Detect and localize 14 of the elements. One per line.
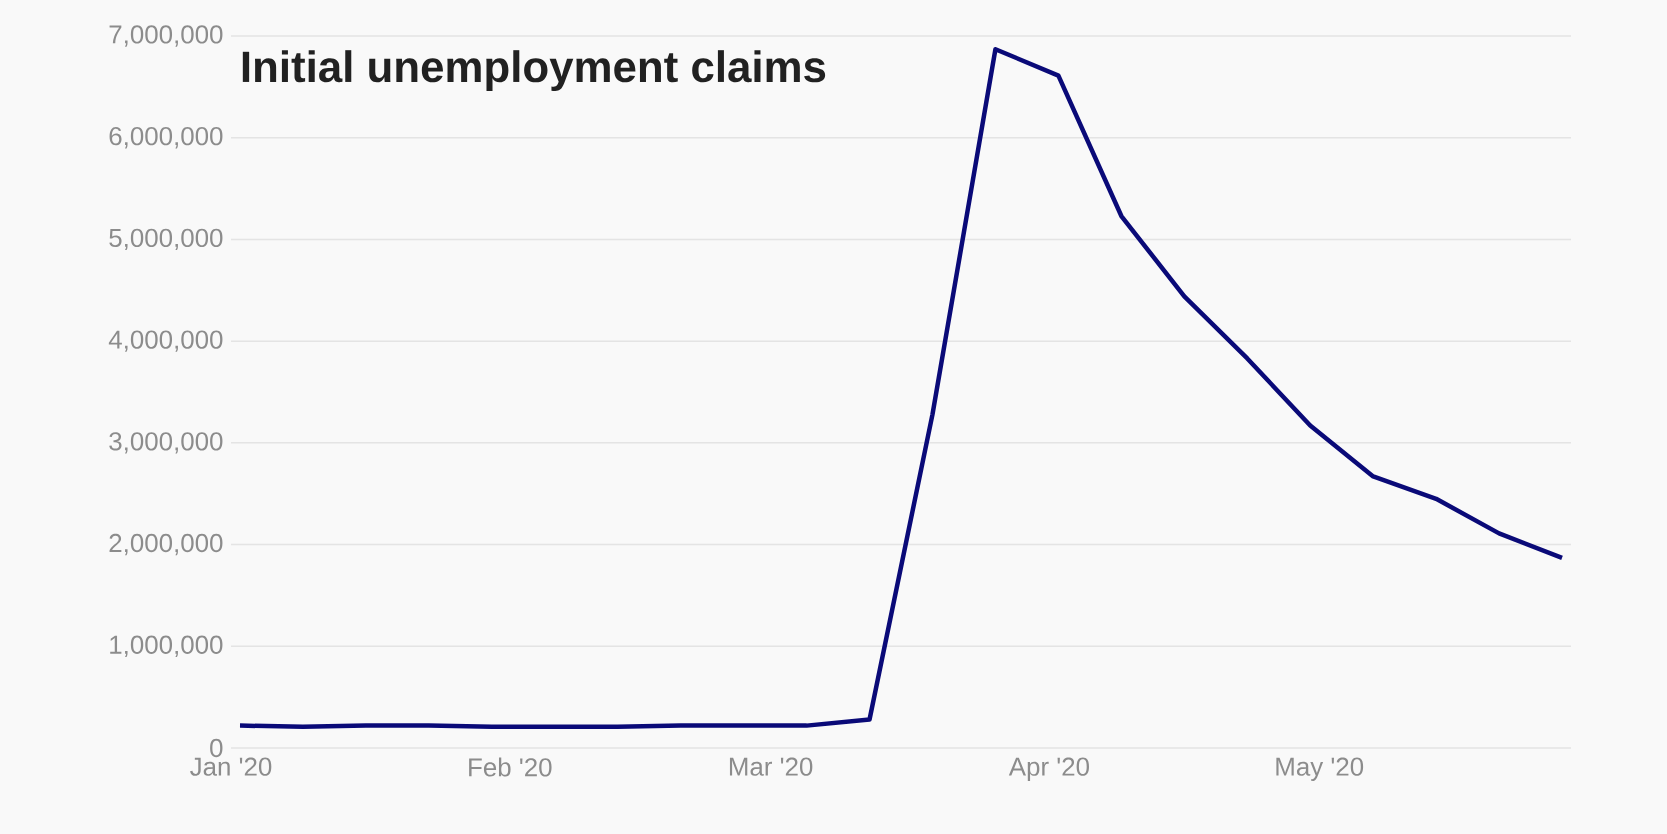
y-tick-label: 4,000,000 <box>108 330 223 352</box>
y-tick-label: 0 <box>210 738 223 758</box>
x-tick-label: Feb '20 <box>469 757 552 777</box>
y-tick-label: 7,000,000 <box>109 25 223 47</box>
y-tick-label: 5,000,000 <box>109 228 223 251</box>
x-tick-label: Mar '20 <box>729 757 813 776</box>
x-tick-label: Apr '20 <box>1008 757 1089 781</box>
y-tick-label: 6,000,000 <box>109 126 223 149</box>
y-tick-label: 3,000,000 <box>109 432 223 454</box>
x-tick-label: Jan '20 <box>190 757 272 776</box>
x-tick-label: May '20 <box>1276 757 1364 781</box>
y-tick-label: 2,000,000 <box>109 533 223 556</box>
chart-title: Initial unemployment claims <box>242 50 826 92</box>
y-tick-label: 1,000,000 <box>110 635 223 657</box>
